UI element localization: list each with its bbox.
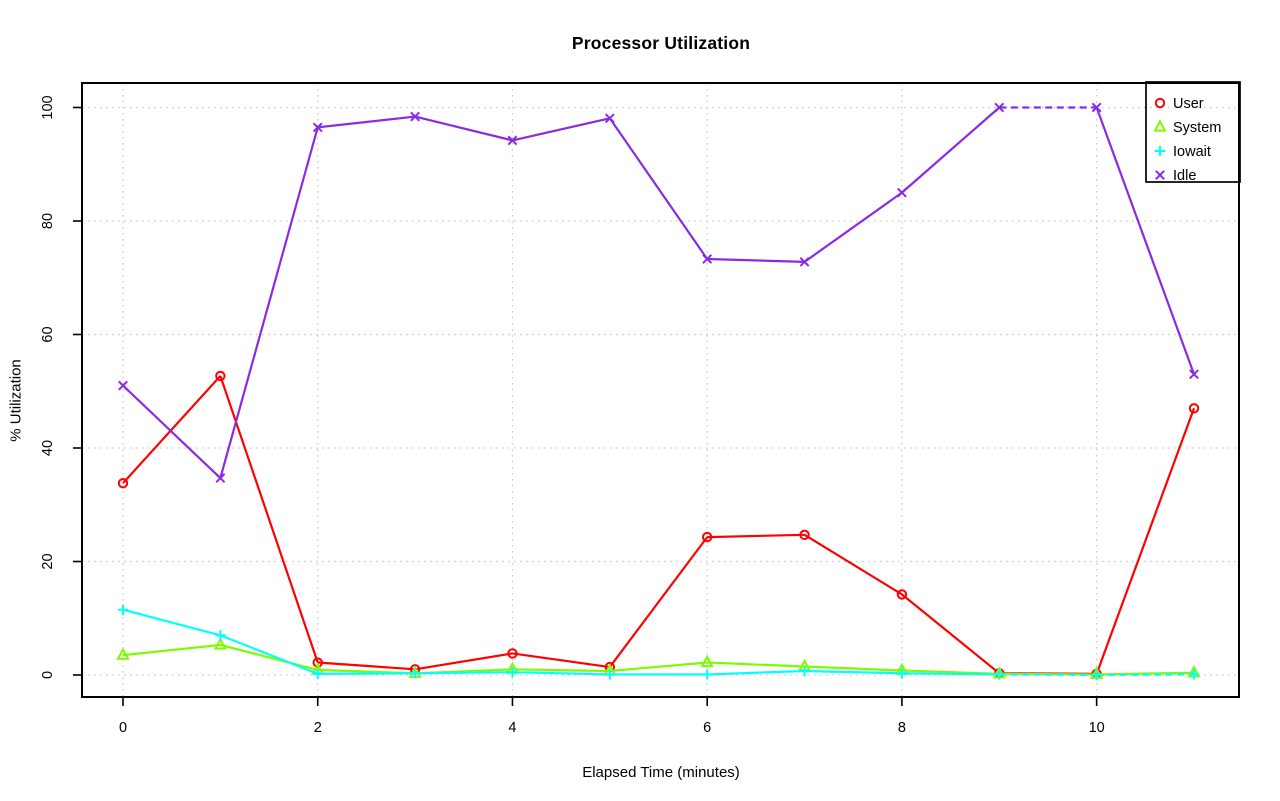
marker-idle — [702, 254, 713, 264]
x-tick-label: 6 — [703, 720, 711, 736]
legend-label-system: System — [1173, 120, 1221, 136]
marker-system — [116, 647, 130, 660]
series-line-user — [803, 533, 903, 596]
marker-iowait — [896, 668, 908, 679]
marker-idle — [312, 122, 323, 133]
plot-border — [81, 82, 1240, 698]
series-line-system — [220, 643, 319, 671]
series-line-iowait — [219, 634, 319, 675]
series-line-iowait — [999, 673, 1097, 677]
x-axis-label: Elapsed Time (minutes) — [582, 764, 740, 781]
marker-iowait — [994, 669, 1005, 680]
marker-user — [117, 477, 129, 489]
x-tick-label: 0 — [119, 720, 127, 736]
series-line-idle — [414, 115, 513, 142]
series-line-system — [609, 661, 708, 673]
series-line-user — [414, 652, 513, 671]
series-line-user — [707, 533, 805, 539]
marker-idle — [994, 102, 1005, 113]
marker-iowait — [117, 604, 129, 615]
y-tick-label: 80 — [40, 213, 56, 229]
marker-iowait — [1091, 669, 1102, 681]
x-tick-label: 2 — [314, 720, 322, 736]
series-line-idle — [512, 117, 611, 142]
series-line-idle — [219, 127, 319, 479]
marker-system — [700, 654, 714, 668]
marker-iowait — [604, 669, 616, 680]
series-line-user — [901, 593, 1000, 675]
legend-label-iowait: Iowait — [1173, 144, 1211, 160]
marker-idle — [1189, 369, 1199, 380]
series-line-iowait — [512, 671, 610, 676]
y-tick-label: 40 — [40, 440, 56, 456]
marker-idle — [118, 380, 128, 391]
marker-iowait — [507, 666, 518, 678]
x-tick-label: 4 — [508, 720, 516, 736]
series-line-user — [1095, 407, 1196, 675]
series-line-idle — [317, 115, 416, 129]
y-tick-label: 0 — [40, 671, 56, 679]
series-line-idle — [707, 257, 805, 263]
series-line-idle — [1095, 107, 1196, 375]
series-line-user — [512, 652, 610, 669]
series-line-user — [122, 375, 222, 484]
legend-box — [1145, 81, 1241, 183]
series-line-system — [122, 643, 221, 657]
marker-idle — [215, 473, 226, 483]
marker-iowait — [1188, 669, 1200, 680]
marker-user — [896, 589, 908, 600]
marker-system — [213, 637, 228, 650]
marker-iowait — [701, 669, 713, 680]
marker-user — [799, 529, 810, 541]
x-tick-label: 8 — [898, 720, 906, 736]
marker-idle — [507, 135, 518, 146]
marker-iowait — [215, 630, 226, 641]
legend-label-user: User — [1173, 96, 1204, 112]
series-line-iowait — [415, 671, 513, 675]
series-line-system — [512, 668, 610, 673]
series-line-idle — [608, 117, 709, 260]
series-line-iowait — [707, 669, 805, 676]
series-line-idle — [803, 191, 903, 263]
x-tick-label: 10 — [1089, 720, 1105, 736]
marker-legend-idle — [1155, 170, 1165, 180]
marker-idle — [604, 113, 615, 124]
marker-user — [701, 531, 713, 543]
marker-iowait — [409, 668, 421, 679]
marker-iowait — [312, 668, 323, 680]
series-line-system — [707, 661, 805, 668]
series-line-system — [804, 665, 902, 672]
series-line-iowait — [901, 672, 1000, 676]
legend-label-idle: Idle — [1173, 168, 1196, 184]
series-line-iowait — [1096, 673, 1195, 677]
y-tick-label: 60 — [40, 326, 56, 342]
y-tick-label: 100 — [40, 95, 56, 119]
y-tick-label: 20 — [40, 553, 56, 569]
marker-iowait — [799, 665, 810, 677]
marker-legend-user — [1154, 97, 1166, 109]
series-line-idle — [122, 384, 222, 479]
marker-user — [1188, 403, 1200, 414]
marker-idle — [410, 111, 420, 122]
marker-idle — [897, 187, 907, 198]
chart-title: Processor Utilization — [571, 33, 751, 53]
series-line-user — [608, 536, 709, 668]
marker-legend-system — [1153, 119, 1167, 132]
series-line-iowait — [317, 672, 416, 675]
marker-user — [507, 648, 518, 659]
series-line-user — [219, 375, 319, 663]
series-line-idle — [901, 106, 1000, 194]
series-line-iowait — [122, 608, 221, 637]
marker-legend-iowait — [1154, 145, 1166, 157]
marker-idle — [799, 256, 810, 267]
marker-idle — [1091, 102, 1102, 113]
marker-user — [215, 370, 226, 382]
series-line-user — [317, 661, 416, 671]
series-line-iowait — [804, 669, 902, 675]
marker-user — [312, 657, 323, 668]
